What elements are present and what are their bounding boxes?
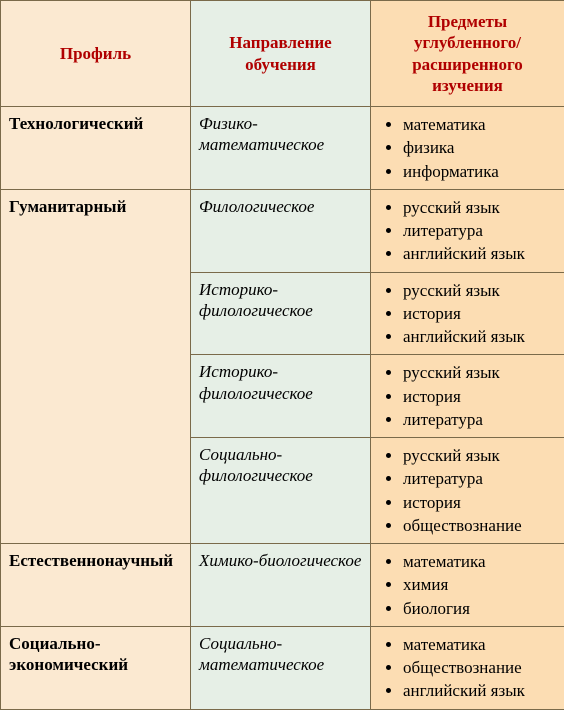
col-header-direction: Направление обучения	[191, 1, 371, 107]
col-header-profile: Профиль	[1, 1, 191, 107]
subjects-cell: математикафизикаинформатика	[371, 107, 564, 190]
list-item: обществознание	[403, 514, 556, 537]
table-header-row: Профиль Направление обучения Предметы уг…	[1, 1, 564, 107]
direction-cell: Историко-филологическое	[191, 272, 371, 355]
direction-cell: Историко-филологическое	[191, 355, 371, 438]
list-item: русский язык	[403, 444, 556, 467]
col-header-subjects: Предметы углубленного/ расширенного изуч…	[371, 1, 564, 107]
subjects-cell: математикахимиябиология	[371, 544, 564, 627]
profiles-table: Профиль Направление обучения Предметы уг…	[0, 0, 564, 710]
direction-cell: Физико-математическое	[191, 107, 371, 190]
direction-cell: Филологическое	[191, 189, 371, 272]
table-row: ГуманитарныйФилологическоерусский языкли…	[1, 189, 564, 272]
list-item: английский язык	[403, 679, 556, 702]
list-item: русский язык	[403, 279, 556, 302]
subjects-list: математикафизикаинформатика	[379, 113, 556, 183]
table-row: ЕстественнонаучныйХимико-биологическоема…	[1, 544, 564, 627]
list-item: физика	[403, 136, 556, 159]
direction-cell: Социально-филологическое	[191, 438, 371, 544]
list-item: химия	[403, 573, 556, 596]
subjects-cell: русский языклитератураисторияобществозна…	[371, 438, 564, 544]
list-item: математика	[403, 550, 556, 573]
subjects-list: математикахимиябиология	[379, 550, 556, 620]
profile-cell: Технологический	[1, 107, 191, 190]
list-item: история	[403, 302, 556, 325]
list-item: литература	[403, 408, 556, 431]
list-item: русский язык	[403, 361, 556, 384]
subjects-list: русский языкисторияанглийский язык	[379, 279, 556, 349]
profile-cell: Естественнонаучный	[1, 544, 191, 627]
list-item: история	[403, 491, 556, 514]
list-item: литература	[403, 467, 556, 490]
list-item: биология	[403, 597, 556, 620]
table-body: ТехнологическийФизико-математическоемате…	[1, 107, 564, 710]
table-row: ТехнологическийФизико-математическоемате…	[1, 107, 564, 190]
subjects-list: математикаобществознаниеанглийский язык	[379, 633, 556, 703]
direction-cell: Химико-биологическое	[191, 544, 371, 627]
direction-cell: Социально-математическое	[191, 626, 371, 709]
list-item: математика	[403, 633, 556, 656]
profile-cell: Гуманитарный	[1, 189, 191, 543]
table-row: Социально-экономическийСоциально-математ…	[1, 626, 564, 709]
list-item: история	[403, 385, 556, 408]
list-item: английский язык	[403, 325, 556, 348]
subjects-cell: математикаобществознаниеанглийский язык	[371, 626, 564, 709]
subjects-cell: русский языклитератураанглийский язык	[371, 189, 564, 272]
subjects-list: русский языкисториялитература	[379, 361, 556, 431]
subjects-cell: русский языкисториялитература	[371, 355, 564, 438]
list-item: литература	[403, 219, 556, 242]
profile-cell: Социально-экономический	[1, 626, 191, 709]
subjects-list: русский языклитератураисторияобществозна…	[379, 444, 556, 537]
list-item: русский язык	[403, 196, 556, 219]
list-item: информатика	[403, 160, 556, 183]
list-item: математика	[403, 113, 556, 136]
list-item: обществознание	[403, 656, 556, 679]
subjects-list: русский языклитератураанглийский язык	[379, 196, 556, 266]
subjects-cell: русский языкисторияанглийский язык	[371, 272, 564, 355]
list-item: английский язык	[403, 242, 556, 265]
